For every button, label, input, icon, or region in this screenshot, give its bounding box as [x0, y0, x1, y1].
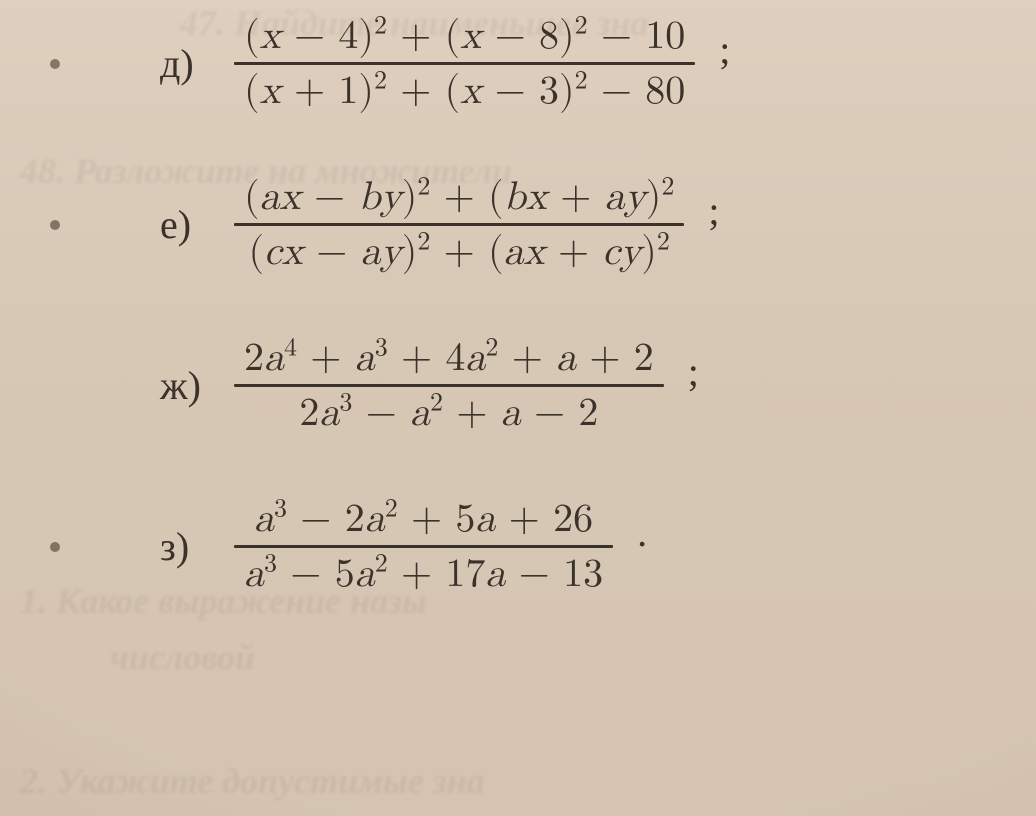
- denominator: a3 − 5a2 + 17a − 13: [234, 548, 613, 600]
- bullet-icon: [50, 220, 60, 230]
- punctuation: ;: [719, 26, 730, 73]
- denominator: 2a3 − a2 + a − 2: [289, 387, 608, 439]
- exercise-e: е (ax − by)2 + (bx + ay)2 (cx − ay)2 + (…: [160, 171, 980, 278]
- punctuation: ;: [708, 187, 719, 234]
- exercise-letter: з: [160, 523, 210, 570]
- numerator: a3 − 2a2 + 5a + 26: [244, 493, 603, 545]
- numerator: (x − 4)2 + (x − 8)2 − 10: [234, 10, 695, 62]
- ghost-line-4: числовой: [110, 636, 255, 678]
- punctuation: .: [637, 509, 647, 556]
- exercise-d: д (x − 4)2 + (x − 8)2 − 10 (x + 1)2 + (x…: [160, 10, 980, 117]
- page-background: 47. Найдите наименьшее зна 48. Разложите…: [0, 0, 1036, 816]
- exercise-letter: е: [160, 201, 210, 248]
- fraction: 2a4 + a3 + 4a2 + a + 2 2a3 − a2 + a − 2: [234, 332, 664, 439]
- bullet-icon: [50, 542, 60, 552]
- ghost-line-5: 2. Укажите допустимые зна: [20, 760, 485, 802]
- fraction: a3 − 2a2 + 5a + 26 a3 − 5a2 + 17a − 13: [234, 493, 613, 600]
- numerator: 2a4 + a3 + 4a2 + a + 2: [234, 332, 664, 384]
- numerator: (ax − by)2 + (bx + ay)2: [234, 171, 684, 223]
- exercise-letter: ж: [160, 362, 210, 409]
- fraction: (x − 4)2 + (x − 8)2 − 10 (x + 1)2 + (x −…: [234, 10, 695, 117]
- exercise-list: д (x − 4)2 + (x − 8)2 − 10 (x + 1)2 + (x…: [160, 10, 980, 600]
- fraction: (ax − by)2 + (bx + ay)2 (cx − ay)2 + (ax…: [234, 171, 684, 278]
- denominator: (x + 1)2 + (x − 3)2 − 80: [234, 65, 695, 117]
- exercise-letter: д: [160, 40, 210, 87]
- exercise-z: з a3 − 2a2 + 5a + 26 a3 − 5a2 + 17a − 13…: [160, 493, 980, 600]
- denominator: (cx − ay)2 + (ax + cy)2: [238, 226, 679, 278]
- punctuation: ;: [688, 348, 699, 395]
- bullet-icon: [50, 59, 60, 69]
- exercise-zh: ж 2a4 + a3 + 4a2 + a + 2 2a3 − a2 + a − …: [160, 332, 980, 439]
